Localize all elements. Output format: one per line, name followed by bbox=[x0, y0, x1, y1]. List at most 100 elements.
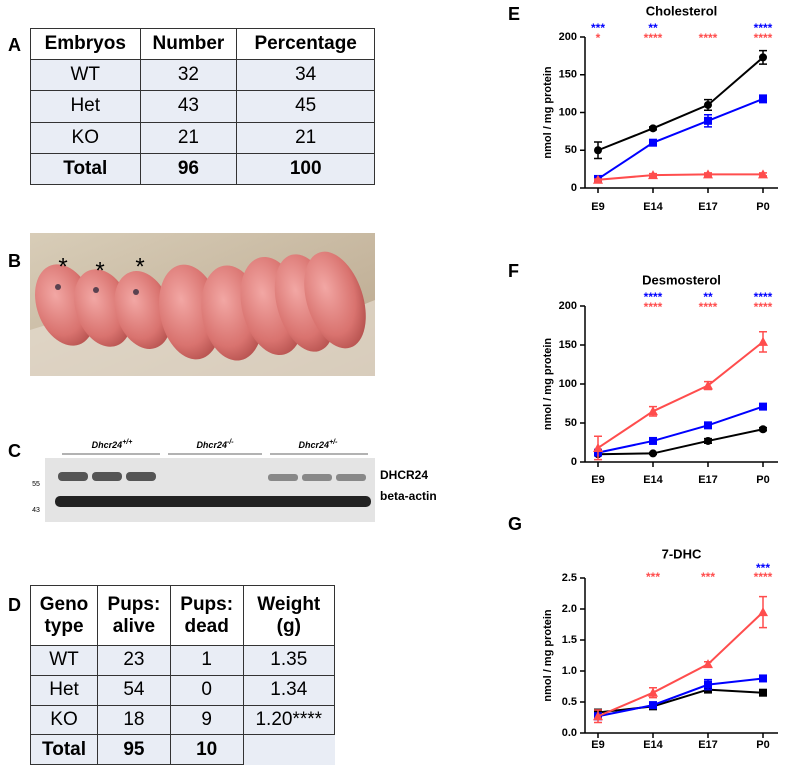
table-cell: 1.35 bbox=[242, 645, 336, 676]
marker bbox=[759, 53, 767, 62]
header-line: Pups: bbox=[180, 593, 234, 615]
table-row: Total 95 10 bbox=[29, 734, 335, 765]
marker bbox=[703, 659, 713, 669]
table-cell: 32 bbox=[139, 59, 238, 92]
table-cell: 18 bbox=[97, 704, 171, 736]
western-blot: Dhcr24+/+ Dhcr24-/- Dhcr24+/- 55 43 DHCR… bbox=[32, 439, 437, 522]
marker bbox=[703, 380, 713, 390]
marker bbox=[758, 169, 768, 179]
header-cell: Pups: alive bbox=[97, 585, 171, 646]
significance: **** bbox=[644, 290, 663, 304]
line-chart: Desmosterol nmol / mg protein 0 50 100 150 200… bbox=[542, 272, 778, 486]
y-tick-label: 0 bbox=[571, 456, 577, 468]
y-tick-label: 50 bbox=[565, 144, 577, 156]
y-tick-label: 0 bbox=[571, 182, 577, 194]
marker bbox=[649, 124, 657, 133]
significance: **** bbox=[754, 290, 773, 304]
table-row: Het 54 0 1.34 bbox=[29, 674, 336, 706]
photo-marker: * bbox=[95, 257, 104, 284]
marker bbox=[759, 674, 767, 683]
total-cell: Total bbox=[29, 734, 99, 765]
x-tick-label: E17 bbox=[698, 739, 718, 751]
significance: **** bbox=[754, 31, 773, 45]
table-embryos: Embryos Number Percentage WT 32 34 Het 43 45 KO 21… bbox=[30, 27, 375, 186]
table-row: WT 23 1 1.35 bbox=[29, 645, 336, 676]
size-marker: 55 bbox=[32, 481, 40, 488]
table-cell: KO bbox=[30, 121, 141, 154]
header-cell: Pups: dead bbox=[169, 585, 244, 646]
x-tick-label: E14 bbox=[643, 474, 663, 486]
table-cell: 0 bbox=[169, 674, 244, 706]
significance: *** bbox=[591, 21, 605, 35]
significance: **** bbox=[754, 570, 773, 584]
marker bbox=[648, 406, 658, 416]
x-tick-label: E9 bbox=[591, 739, 604, 751]
x-tick-label: E17 bbox=[698, 201, 718, 213]
total-cell: 10 bbox=[169, 734, 244, 765]
header-line: dead bbox=[184, 615, 229, 637]
series-line bbox=[597, 341, 764, 449]
marker bbox=[759, 402, 767, 411]
blank-cell bbox=[243, 734, 335, 765]
table-cell: Het bbox=[29, 674, 99, 706]
panel-label: D bbox=[8, 595, 21, 615]
header-line: Weight bbox=[257, 593, 321, 615]
marker bbox=[649, 436, 657, 445]
table-row: KO 18 9 1.20**** bbox=[29, 704, 336, 736]
marker bbox=[758, 607, 768, 617]
table-row: Total 96 100 bbox=[30, 152, 375, 186]
y-tick-label: 0.0 bbox=[562, 727, 577, 739]
series-line bbox=[597, 97, 764, 180]
y-tick-label: 2.0 bbox=[562, 603, 577, 615]
marker bbox=[648, 170, 658, 180]
marker bbox=[759, 94, 767, 103]
header-cell: Geno type bbox=[29, 585, 99, 646]
band-label: DHCR24 bbox=[380, 468, 428, 482]
header-line: alive bbox=[112, 615, 156, 637]
x-tick-label: P0 bbox=[756, 739, 769, 751]
y-tick-label: 150 bbox=[559, 69, 577, 81]
table-cell: WT bbox=[30, 59, 141, 92]
table-row: Geno type Pups: alive Pups: dead Weight (g) bbox=[29, 585, 336, 646]
table-cell: 21 bbox=[236, 121, 375, 154]
y-tick-label: 1.5 bbox=[562, 634, 577, 646]
series-line bbox=[597, 611, 764, 718]
series-line bbox=[597, 405, 764, 454]
table-cell: 1.20**** bbox=[242, 704, 336, 736]
marker bbox=[759, 688, 767, 697]
y-tick-label: 100 bbox=[559, 106, 577, 118]
line-chart: Cholesterol nmol / mg protein 0 50 100 150 200… bbox=[542, 3, 778, 213]
y-tick-label: 50 bbox=[565, 417, 577, 429]
y-axis-label: nmol / mg protein bbox=[542, 66, 554, 159]
table-row: WT 32 34 bbox=[30, 59, 375, 92]
total-cell: 100 bbox=[236, 152, 375, 186]
table-row: Embryos Number Percentage bbox=[30, 27, 375, 61]
series-line bbox=[597, 428, 764, 456]
table-cell: Het bbox=[30, 90, 141, 123]
marker bbox=[648, 687, 658, 697]
marker bbox=[594, 146, 602, 155]
header-line: Pups: bbox=[107, 593, 161, 615]
significance: * bbox=[596, 31, 601, 45]
chart-title: Desmosterol bbox=[642, 272, 721, 287]
table-cell: 45 bbox=[236, 90, 375, 123]
blot-group: Dhcr24+/- bbox=[299, 439, 339, 451]
chart-title: Cholesterol bbox=[646, 3, 718, 18]
y-tick-label: 1.0 bbox=[562, 665, 577, 677]
series-line bbox=[597, 688, 764, 714]
y-tick-label: 200 bbox=[559, 300, 577, 312]
significance: **** bbox=[699, 300, 718, 314]
photo: * * * bbox=[30, 233, 375, 376]
x-tick-label: E17 bbox=[698, 474, 718, 486]
chart-title: 7-DHC bbox=[662, 546, 702, 561]
panel-label: E bbox=[508, 4, 520, 24]
panel-label: F bbox=[508, 261, 519, 281]
x-tick-label: P0 bbox=[756, 201, 769, 213]
y-tick-label: 100 bbox=[559, 378, 577, 390]
table-row: Het 43 45 bbox=[30, 90, 375, 123]
total-cell: 96 bbox=[139, 152, 238, 186]
table-cell: 1.34 bbox=[242, 674, 336, 706]
panel-label: C bbox=[8, 441, 21, 461]
header-line: type bbox=[44, 615, 84, 637]
